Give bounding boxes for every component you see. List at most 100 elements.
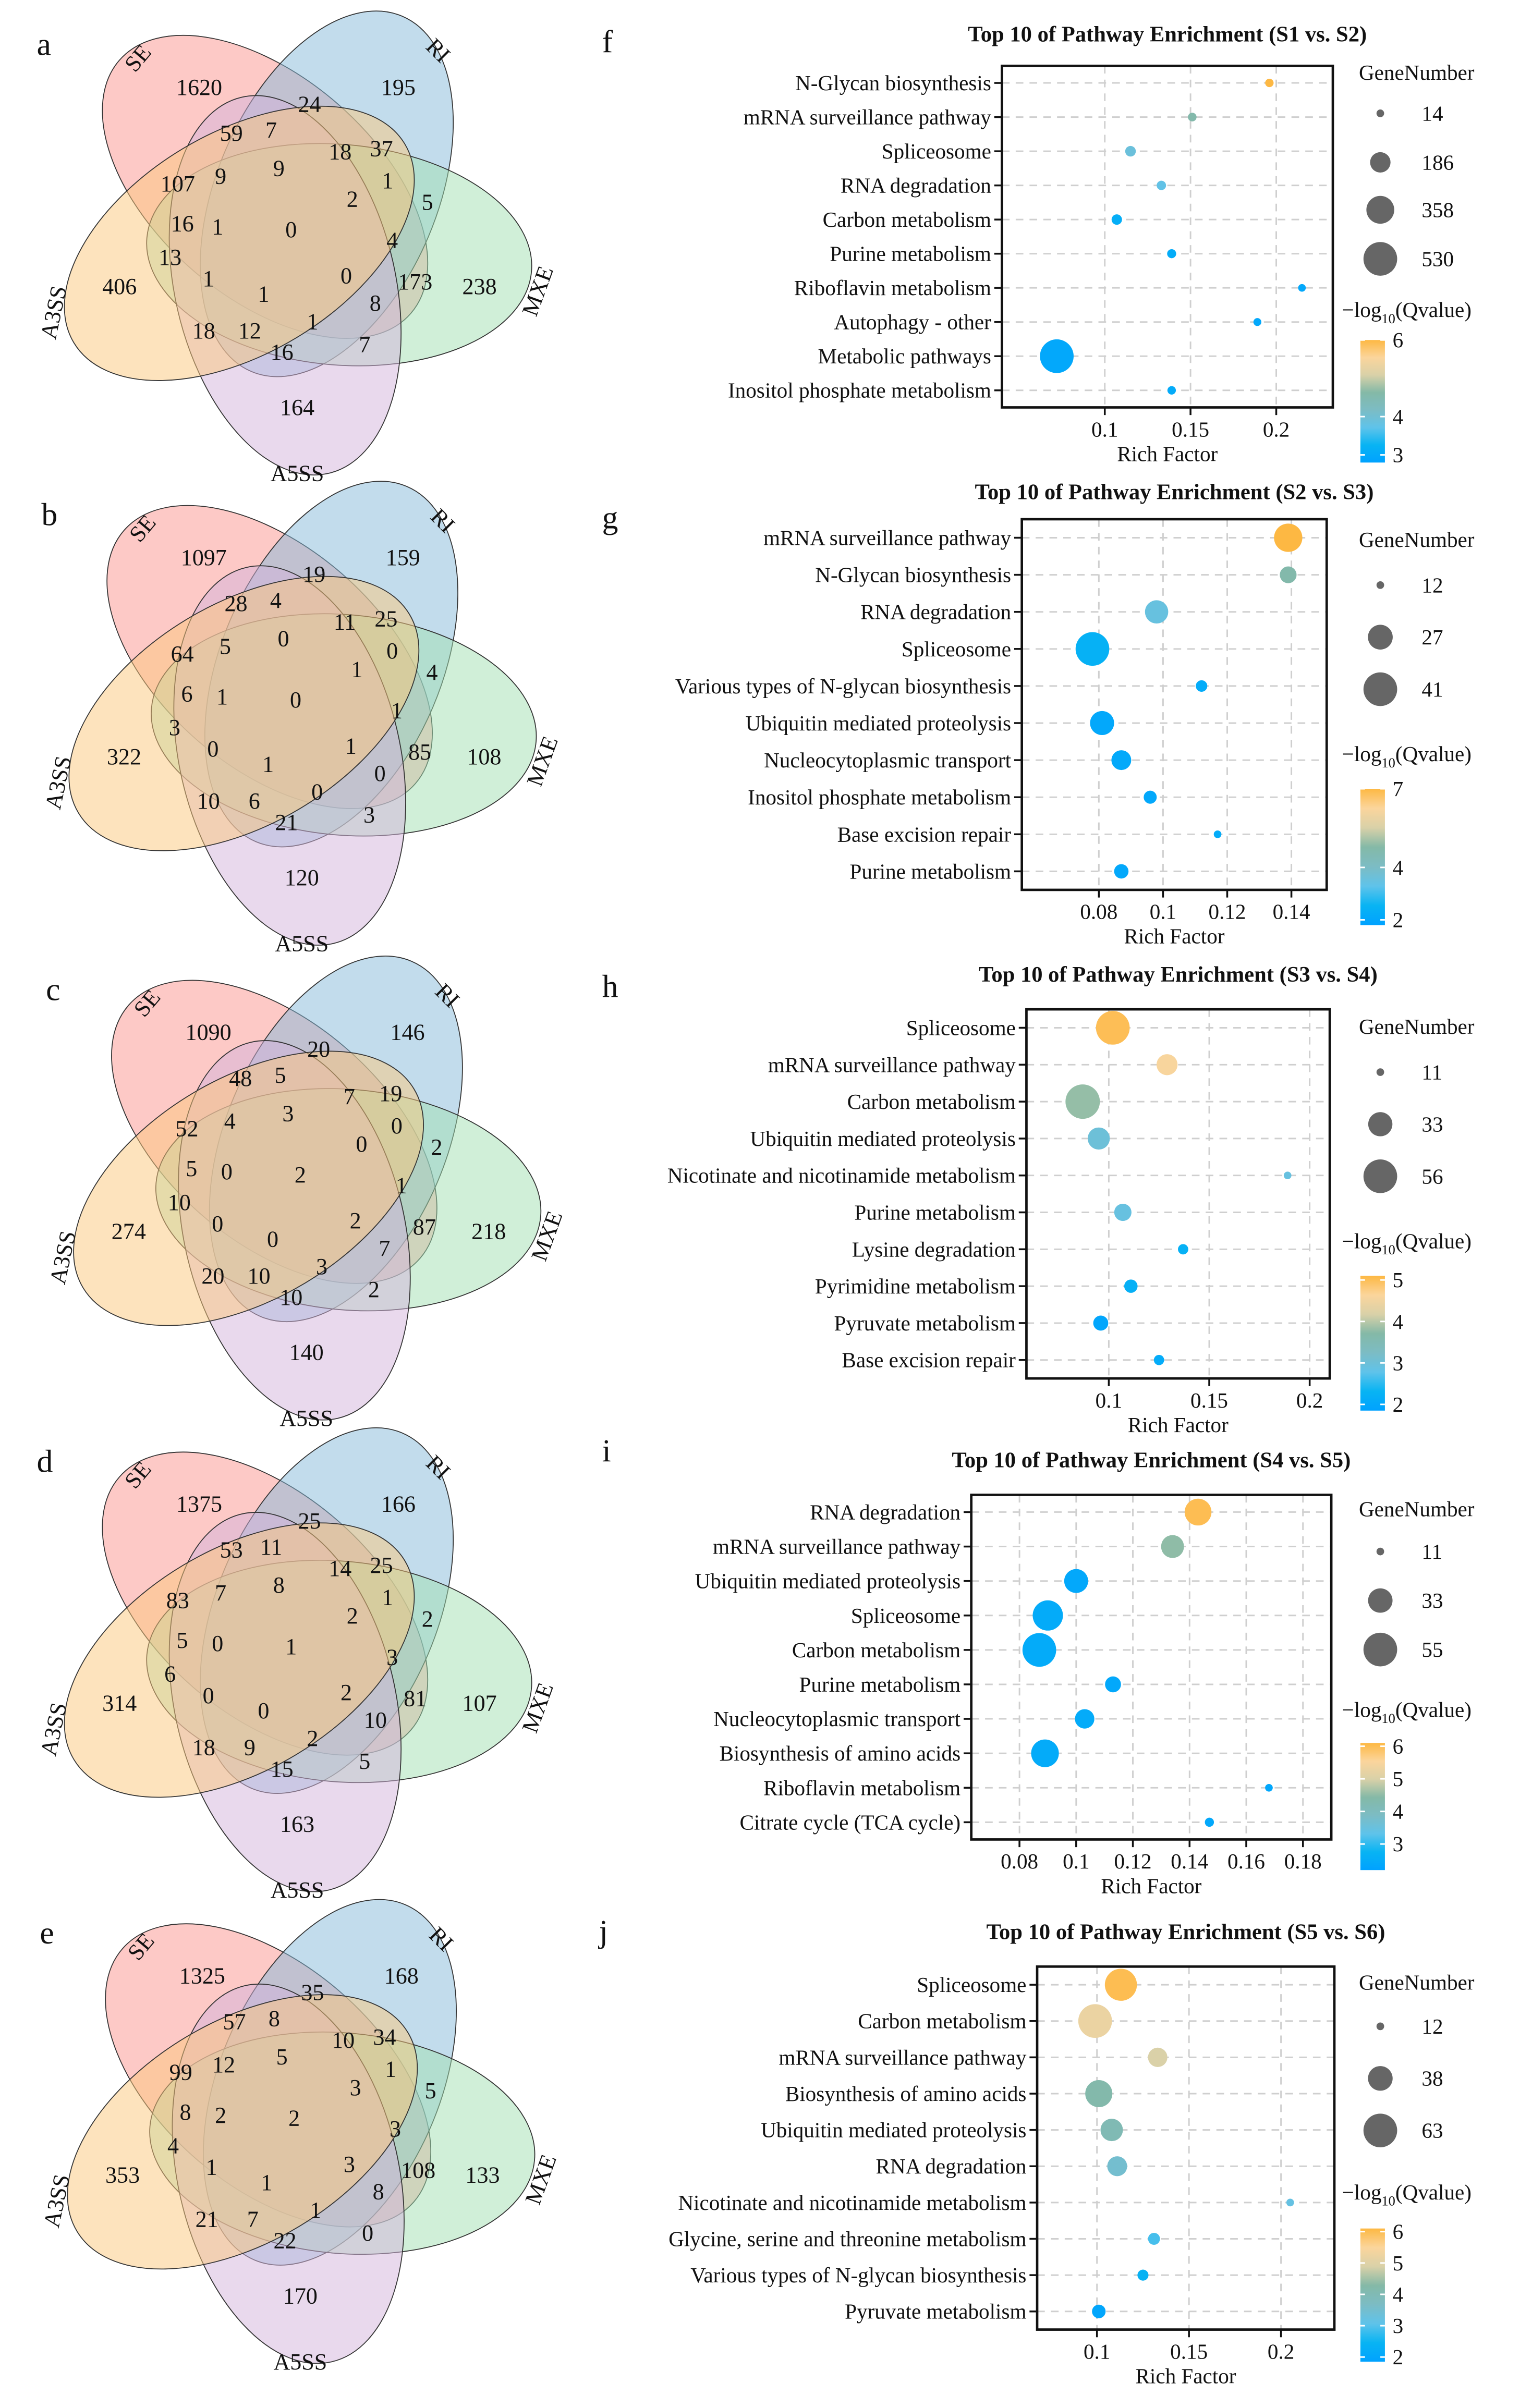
- panel-letter: j: [598, 1914, 608, 1949]
- venn-region-count: 0: [362, 2220, 373, 2246]
- color-legend-label: 5: [1393, 2251, 1404, 2275]
- venn-region-count: 108: [401, 2158, 435, 2183]
- data-point: [1148, 2233, 1160, 2245]
- venn-region-count: 2: [307, 1726, 318, 1751]
- pathway-label: Glycine, serine and threonine metabolism: [668, 2227, 1026, 2251]
- chart-title: Top 10 of Pathway Enrichment (S4 vs. S5): [952, 1448, 1351, 1473]
- data-point: [1167, 386, 1176, 395]
- panel-letter: c: [46, 972, 60, 1007]
- pathway-label: Ubiquitin mediated proteolysis: [695, 1569, 960, 1593]
- venn-region-count: 7: [247, 2207, 259, 2232]
- size-legend-label: 63: [1421, 2119, 1443, 2143]
- data-point: [1156, 1054, 1178, 1075]
- size-legend-dot: [1376, 1068, 1384, 1076]
- color-legend-label: 2: [1393, 1392, 1404, 1416]
- x-tick-label: 0.15: [1190, 1388, 1228, 1412]
- color-legend-title-subscript: 10: [1381, 2193, 1395, 2209]
- size-legend-label: 41: [1421, 677, 1443, 701]
- venn-region-count: 0: [258, 1698, 269, 1724]
- venn-region-count: 1: [345, 733, 357, 759]
- venn-region-count: 107: [161, 171, 195, 197]
- venn-region-count: 1090: [186, 1020, 232, 1045]
- data-point: [1167, 249, 1176, 259]
- data-point: [1111, 750, 1132, 771]
- data-point: [1265, 1783, 1273, 1792]
- venn-region-count: 9: [244, 1735, 256, 1761]
- color-legend-label: 6: [1393, 328, 1404, 352]
- venn-region-count: 146: [390, 1020, 424, 1045]
- data-point: [1092, 2304, 1106, 2318]
- venn-region-count: 8: [273, 1572, 285, 1598]
- venn-region-count: 2: [295, 1162, 306, 1188]
- color-legend-title: −log10(Qvalue): [1342, 298, 1472, 326]
- venn-region-count: 2: [350, 1208, 361, 1233]
- x-tick-label: 0.2: [1268, 2339, 1294, 2363]
- venn-region-count: 3: [169, 715, 180, 740]
- venn-region-count: 1: [258, 282, 269, 307]
- venn-region-count: 0: [285, 217, 297, 242]
- venn-region-count: 18: [329, 139, 351, 164]
- venn-region-count: 2: [288, 2106, 300, 2131]
- size-legend-title: GeneNumber: [1359, 1497, 1475, 1521]
- x-tick-label: 0.1: [1084, 2339, 1110, 2363]
- venn-region-count: 99: [169, 2060, 192, 2085]
- data-point: [1144, 790, 1157, 804]
- venn-region-count: 0: [221, 1159, 233, 1184]
- venn-region-count: 21: [275, 810, 298, 835]
- size-legend-label: 55: [1421, 1637, 1443, 1661]
- venn-region-count: 25: [370, 1553, 393, 1578]
- color-legend-title-subscript: 10: [1381, 1242, 1395, 1257]
- color-legend-title-part: (Qvalue): [1395, 1229, 1472, 1253]
- size-legend-label: 38: [1421, 2067, 1443, 2091]
- venn-region-count: 5: [177, 1628, 188, 1653]
- data-point: [1075, 632, 1110, 666]
- venn-region-count: 5: [220, 633, 231, 659]
- venn-set-label: A5SS: [271, 1877, 324, 1903]
- size-legend-dot: [1363, 672, 1397, 706]
- x-tick-label: 0.16: [1227, 1849, 1265, 1873]
- venn-region-count: 10: [168, 1190, 191, 1215]
- venn-region-count: 18: [192, 1735, 215, 1761]
- venn-region-count: 0: [386, 638, 398, 664]
- plot-frame: [970, 1494, 1333, 1841]
- data-point: [1090, 711, 1114, 736]
- venn-region-count: 3: [350, 2075, 361, 2100]
- x-axis-label: Rich Factor: [1117, 442, 1218, 466]
- pathway-label: Spliceosome: [851, 1604, 960, 1628]
- venn-region-count: 19: [379, 1081, 402, 1106]
- x-tick-label: 0.1: [1096, 1388, 1122, 1412]
- color-legend-title: −log10(Qvalue): [1342, 2180, 1472, 2209]
- venn-region-count: 52: [175, 1116, 198, 1142]
- venn-region-count: 1325: [179, 1963, 225, 1988]
- venn-region-count: 37: [370, 136, 393, 161]
- pathway-label: Inositol phosphate metabolism: [728, 378, 991, 402]
- size-legend-dot: [1363, 1159, 1397, 1193]
- venn-region-count: 6: [249, 788, 260, 814]
- color-legend-label: 3: [1393, 2314, 1404, 2338]
- color-legend-label: 6: [1393, 2220, 1404, 2244]
- venn-region-count: 16: [171, 211, 194, 236]
- venn-set-a3ss: [68, 576, 420, 851]
- x-tick-label: 0.08: [1080, 900, 1117, 924]
- venn-region-count: 1: [310, 2197, 321, 2223]
- panel-letter: f: [602, 24, 613, 59]
- x-tick-label: 0.15: [1172, 417, 1209, 441]
- data-point: [1087, 1127, 1110, 1150]
- color-legend-title-part: −log: [1342, 742, 1382, 766]
- panel-letter: g: [602, 500, 618, 536]
- venn-region-count: 140: [289, 1340, 324, 1365]
- venn-region-count: 0: [391, 1113, 403, 1139]
- venn-region-count: 7: [379, 1236, 390, 1261]
- size-legend-label: 186: [1421, 150, 1454, 174]
- pathway-label: mRNA surveillance pathway: [768, 1053, 1016, 1077]
- venn-region-count: 8: [180, 2099, 191, 2125]
- venn-region-count: 7: [265, 117, 277, 143]
- size-legend-title: GeneNumber: [1359, 528, 1475, 552]
- x-tick-label: 0.2: [1296, 1388, 1323, 1412]
- venn-region-count: 1097: [181, 545, 227, 570]
- pathway-label: Spliceosome: [917, 1973, 1026, 1997]
- x-axis-label: Rich Factor: [1128, 1413, 1229, 1437]
- pathway-label: Purine metabolism: [799, 1672, 961, 1696]
- venn-region-count: 1: [205, 2155, 217, 2180]
- venn-region-count: 1: [382, 168, 393, 193]
